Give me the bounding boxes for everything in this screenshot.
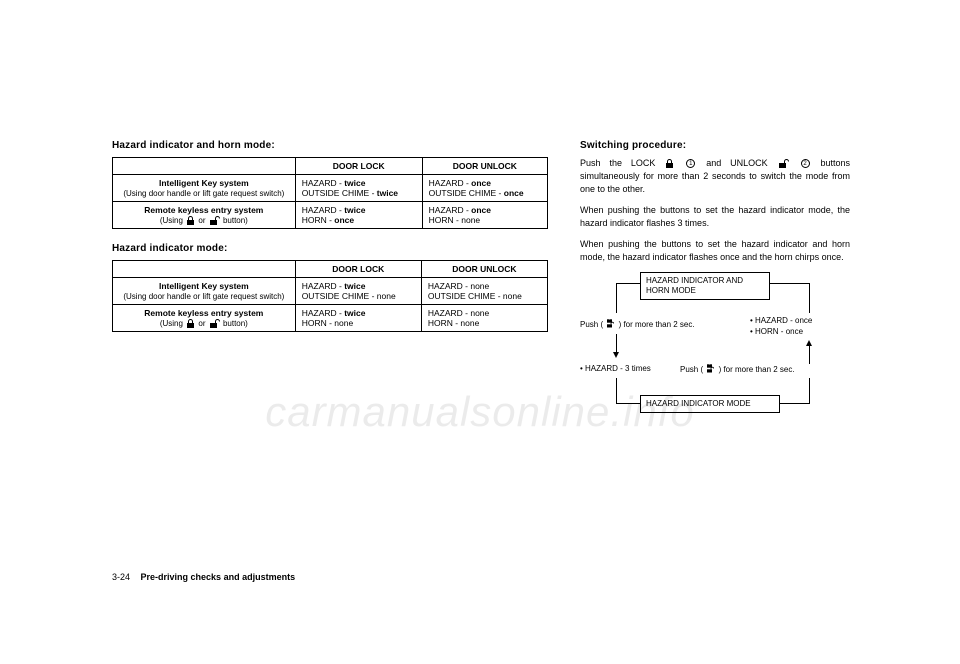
row-remote-keyless: Remote keyless entry system (Using or bu… [113,305,296,332]
result-hazard-3: • HAZARD - 3 times [580,364,651,374]
row-remote-keyless: Remote keyless entry system (Using or bu… [113,202,296,229]
left-column: Hazard indicator and horn mode: DOOR LOC… [112,140,548,427]
col-door-unlock: DOOR UNLOCK [422,158,547,175]
ref-1-icon: 1 [686,159,695,168]
box-indicator-mode: HAZARD INDICATOR MODE [640,395,780,413]
para-3: When pushing the buttons to set the haza… [580,238,850,264]
lock-unlock-stack-icon [706,364,715,374]
lock-icon [186,216,195,225]
section-title: Pre-driving checks and adjustments [141,572,296,582]
box-horn-mode: HAZARD INDICATOR AND HORN MODE [640,272,770,299]
cell: HAZARD - twice HORN - once [295,202,422,229]
page-content: Hazard indicator and horn mode: DOOR LOC… [0,0,960,427]
cell: HAZARD - none HORN - none [421,305,547,332]
cell: HAZARD - none OUTSIDE CHIME - none [421,278,547,305]
ref-2-icon: 2 [801,159,810,168]
col-door-unlock: DOOR UNLOCK [421,261,547,278]
unlock-icon [209,319,220,328]
lock-unlock-stack-icon [606,319,615,329]
mode-switch-diagram: HAZARD INDICATOR AND HORN MODE Push ( ) … [580,272,850,427]
unlock-icon [778,159,789,168]
col-door-lock: DOOR LOCK [295,158,422,175]
row-intelligent-key: Intelligent Key system (Using door handl… [113,278,296,305]
unlock-icon [209,216,220,225]
result-hazard-once: • HAZARD - once [750,316,812,326]
para-2: When pushing the buttons to set the haza… [580,204,850,230]
push-left: Push ( ) for more than 2 sec. [580,319,720,330]
table-hazard-horn: DOOR LOCK DOOR UNLOCK Intelligent Key sy… [112,157,548,229]
page-footer: 3-24 Pre-driving checks and adjustments [112,572,295,582]
row-intelligent-key: Intelligent Key system (Using door handl… [113,175,296,202]
heading-switching: Switching procedure: [580,140,850,151]
cell: HAZARD - twice OUTSIDE CHIME - none [295,278,421,305]
result-horn-once: • HORN - once [750,327,803,337]
right-column: Switching procedure: Push the LOCK 1 and… [580,140,850,427]
cell: HAZARD - once OUTSIDE CHIME - once [422,175,547,202]
page-number: 3-24 [112,572,130,582]
cell: HAZARD - twice HORN - none [295,305,421,332]
lock-icon [665,159,674,168]
heading-hazard-horn: Hazard indicator and horn mode: [112,140,548,151]
table-hazard-indicator: DOOR LOCK DOOR UNLOCK Intelligent Key sy… [112,260,548,332]
cell: HAZARD - twice OUTSIDE CHIME - twice [295,175,422,202]
heading-hazard-indicator: Hazard indicator mode: [112,243,548,254]
cell: HAZARD - once HORN - none [422,202,547,229]
col-door-lock: DOOR LOCK [295,261,421,278]
push-right: Push ( ) for more than 2 sec. [680,364,830,375]
lock-icon [186,319,195,328]
para-1: Push the LOCK 1 and UNLOCK 2 buttons sim… [580,157,850,196]
